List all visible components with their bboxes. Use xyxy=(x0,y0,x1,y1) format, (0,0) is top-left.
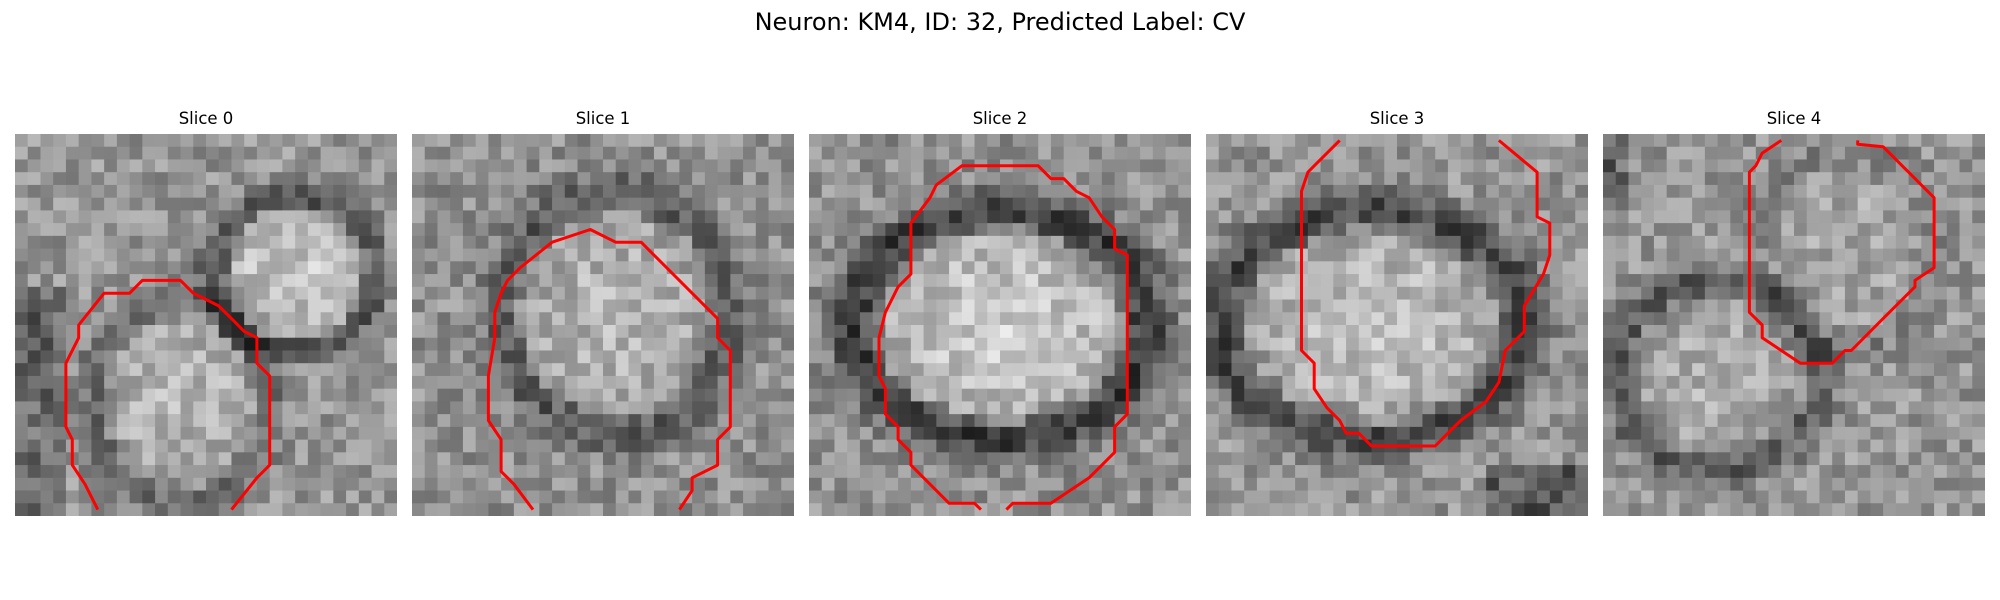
slice-image-0 xyxy=(15,134,397,516)
contour-line-2 xyxy=(877,164,1129,511)
slice-title-0: Slice 0 xyxy=(178,109,234,128)
slice-image-3 xyxy=(1206,134,1588,516)
slice-panel-4: Slice 4 xyxy=(1603,0,1985,600)
slice-panel-0: Slice 0 xyxy=(15,0,397,600)
slice-image-4 xyxy=(1603,134,1985,516)
slice-image-2 xyxy=(809,134,1191,516)
slice-title-1: Slice 1 xyxy=(575,109,631,128)
slice-panel-3: Slice 3 xyxy=(1206,0,1588,600)
slice-title-3: Slice 3 xyxy=(1369,109,1425,128)
contour-line-0 xyxy=(64,278,272,511)
contour-line-4 xyxy=(1747,139,1936,365)
slice-panel-1: Slice 1 xyxy=(412,0,794,600)
figure-title: Neuron: KM4, ID: 32, Predicted Label: CV xyxy=(754,8,1246,36)
contour-line-3 xyxy=(1300,139,1552,448)
slice-title-4: Slice 4 xyxy=(1766,109,1822,128)
slice-title-2: Slice 2 xyxy=(972,109,1028,128)
slice-image-1 xyxy=(412,134,794,516)
contour-line-1 xyxy=(486,228,732,511)
slice-panel-2: Slice 2 xyxy=(809,0,1191,600)
